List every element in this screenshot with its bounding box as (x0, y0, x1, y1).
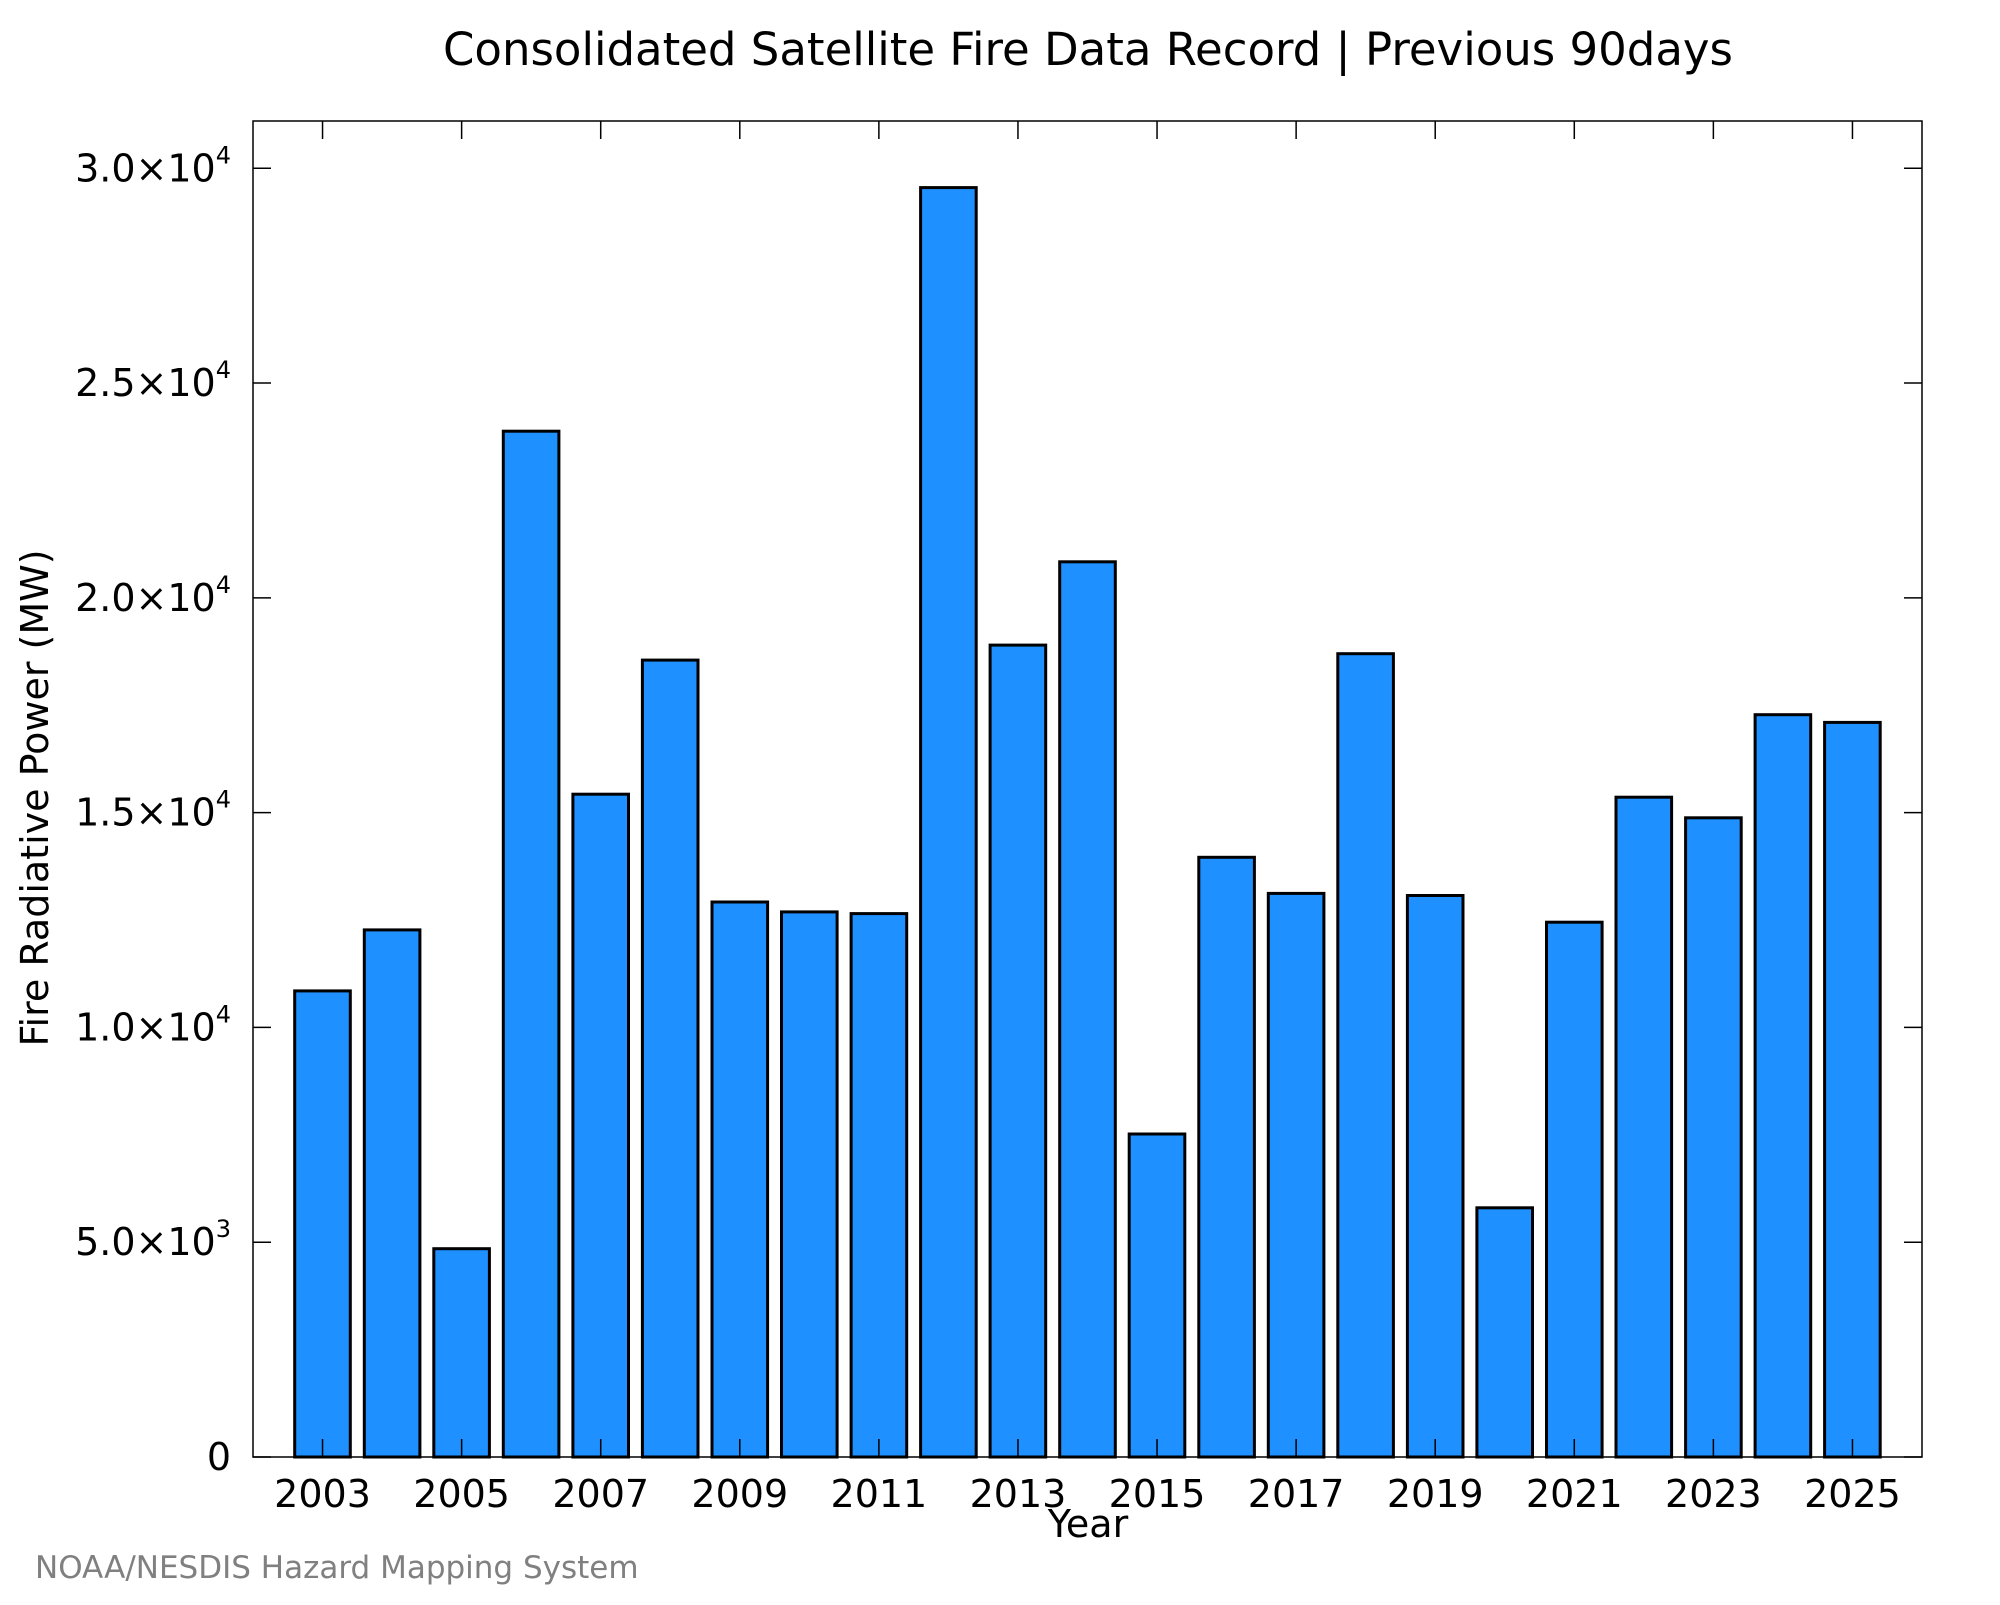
x-tick-label: 2005 (413, 1472, 510, 1516)
y-tick-label: 1.5×104 (75, 786, 231, 835)
x-tick-label: 2019 (1387, 1472, 1484, 1516)
bars-layer (293, 186, 1882, 1459)
bar-2018 (1336, 652, 1395, 1459)
plot-frame (252, 120, 1923, 1458)
bar-2020 (1475, 1206, 1535, 1459)
x-tick-label: 2007 (552, 1472, 649, 1516)
y-tick-label: 1.0×104 (75, 1000, 231, 1049)
y-tick-label: 2.0×104 (75, 571, 231, 620)
bar-2007 (571, 792, 631, 1459)
bar-2012 (919, 186, 978, 1459)
x-tick-label: 2023 (1665, 1472, 1762, 1516)
bar-2023 (1684, 816, 1743, 1459)
bar-2017 (1266, 891, 1326, 1459)
x-tick-label: 2009 (691, 1472, 788, 1516)
x-axis-label: Year (1047, 1502, 1129, 1546)
bar-2022 (1614, 795, 1674, 1459)
credit-text: NOAA/NESDIS Hazard Mapping System (35, 1550, 639, 1586)
y-tick-label: 5.0×103 (75, 1215, 231, 1264)
bar-2004 (362, 928, 422, 1459)
bar-2024 (1753, 713, 1813, 1459)
chart-title: Consolidated Satellite Fire Data Record … (443, 23, 1733, 76)
bar-2003 (293, 989, 352, 1459)
y-tick-label: 3.0×104 (75, 141, 231, 190)
bar-2015 (1127, 1132, 1187, 1459)
y-tick-label: 2.5×104 (75, 356, 231, 405)
x-tick-label: 2011 (831, 1472, 928, 1516)
x-tick-label: 2003 (274, 1472, 371, 1516)
bar-2005 (432, 1247, 491, 1459)
x-tick-label: 2017 (1248, 1472, 1345, 1516)
x-tick-label: 2021 (1526, 1472, 1623, 1516)
bar-2006 (501, 429, 561, 1459)
bar-2014 (1058, 560, 1117, 1459)
bar-2021 (1545, 920, 1604, 1459)
bar-2013 (988, 643, 1048, 1459)
bar-2019 (1405, 894, 1465, 1459)
bar-2009 (710, 900, 770, 1459)
x-tick-label: 2025 (1804, 1472, 1901, 1516)
bar-2010 (780, 910, 839, 1459)
x-tick-label: 2015 (1109, 1472, 1206, 1516)
y-axis-label: Fire Radiative Power (MW) (13, 549, 57, 1046)
axes-layer: 0 5.0×103 1.0×104 1.5×104 2.0×104 2.5×104 3.0×… (75, 120, 1923, 1516)
bar-2008 (640, 658, 700, 1459)
bar-2016 (1197, 855, 1256, 1459)
y-tick-label: 0 (207, 1435, 231, 1479)
bar-2011 (849, 912, 909, 1459)
x-tick-label: 2013 (970, 1472, 1067, 1516)
bar-2025 (1823, 720, 1882, 1459)
